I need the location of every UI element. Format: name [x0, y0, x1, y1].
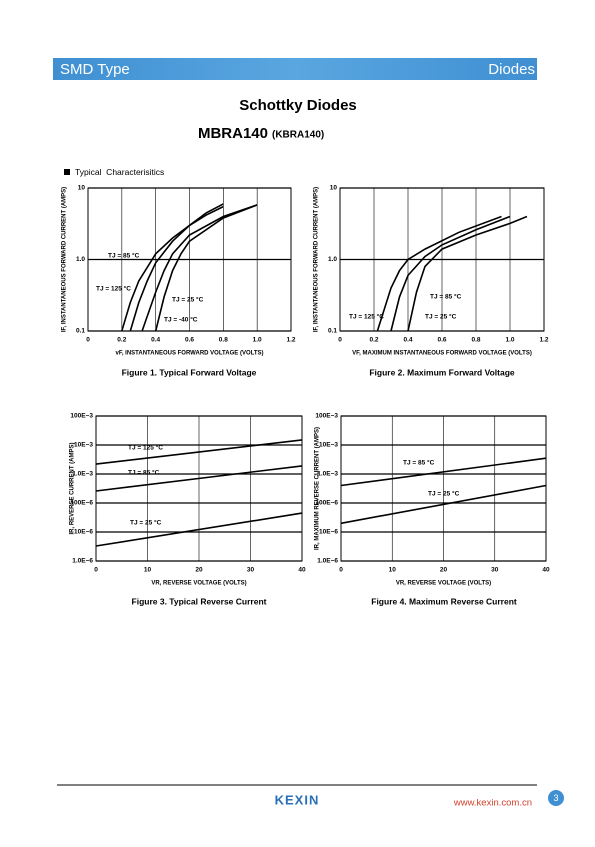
- x-tick-label: 0.8: [471, 337, 480, 344]
- series-label: TJ = 125 °C: [96, 285, 131, 293]
- series-line: [129, 203, 224, 332]
- y-tick-label: 10: [78, 185, 86, 192]
- series-line: [95, 512, 303, 547]
- x-tick-label: 0.8: [219, 337, 228, 344]
- y-axis-label: IR, REVERSE CURRENT (AMPS): [70, 442, 76, 534]
- x-tick-label: 1.2: [286, 337, 295, 344]
- y-tick-label: 100E−3: [315, 413, 338, 420]
- series-line: [95, 439, 303, 465]
- x-tick-label: 0: [94, 567, 98, 574]
- y-tick-label: 10E−6: [319, 529, 338, 536]
- x-tick-label: 30: [247, 567, 255, 574]
- figure-caption: Figure 4. Maximum Reverse Current: [371, 596, 517, 606]
- series-line: [121, 205, 224, 332]
- series-line: [407, 215, 528, 332]
- series-line: [95, 465, 303, 492]
- x-axis-label: VR, REVERSE VOLTAGE (VOLTS): [151, 581, 246, 587]
- x-tick-label: 20: [440, 567, 448, 574]
- y-tick-label: 100E−6: [315, 500, 338, 507]
- section-title: Typical Characterisitics: [75, 167, 164, 177]
- header-right: Diodes: [488, 61, 535, 78]
- x-tick-label: 40: [542, 567, 550, 574]
- bullet: [64, 169, 70, 175]
- page-title: Schottky Diodes: [239, 97, 357, 114]
- series-label: TJ = 85 °C: [108, 252, 140, 260]
- y-axis-label: IF, INSTANTANEOUS FORWARD CURRENT (AMPS): [62, 187, 68, 332]
- series-label: TJ = 85 °C: [128, 469, 160, 477]
- series-label: TJ = 85 °C: [403, 459, 435, 467]
- series-line: [154, 204, 258, 332]
- series-line: [340, 484, 547, 525]
- figure-caption: Figure 3. Typical Reverse Current: [132, 596, 267, 606]
- x-tick-label: 20: [195, 567, 203, 574]
- series-line: [141, 204, 258, 332]
- x-tick-label: 1.0: [253, 337, 262, 344]
- series-label: TJ = 25 °C: [425, 313, 457, 321]
- y-tick-label: 10E−3: [74, 442, 93, 449]
- header-left: SMD Type: [60, 61, 130, 78]
- x-axis-label: VF, MAXIMUM INSTANTANEOUS FORWARD VOLTAG…: [352, 351, 532, 357]
- header-bar: [53, 58, 537, 80]
- x-tick-label: 40: [298, 567, 306, 574]
- series-line: [376, 215, 502, 332]
- y-axis-label: IF, INSTANTANEOUS FORWARD CURRENT (AMPS): [314, 187, 320, 332]
- series-line: [390, 215, 511, 332]
- page-number: 3: [553, 793, 558, 803]
- x-axis-label: vF, INSTANTANEOUS FORWARD VOLTAGE (VOLTS…: [116, 351, 264, 357]
- x-tick-label: 0: [86, 337, 90, 344]
- y-tick-label: 1.0: [76, 256, 85, 263]
- y-tick-label: 1.0E−6: [72, 558, 93, 565]
- x-tick-label: 0.2: [369, 337, 378, 344]
- series-line: [340, 457, 547, 487]
- x-tick-label: 30: [491, 567, 499, 574]
- x-axis-label: VR, REVERSE VOLTAGE (VOLTS): [396, 581, 491, 587]
- x-tick-label: 0.2: [117, 337, 126, 344]
- x-tick-label: 1.0: [505, 337, 514, 344]
- x-tick-label: 0.4: [403, 337, 412, 344]
- footer-brand: KEXIN: [275, 792, 320, 807]
- x-tick-label: 0: [339, 567, 343, 574]
- series-label: TJ = 25 °C: [130, 519, 162, 527]
- x-tick-label: 10: [389, 567, 397, 574]
- x-tick-label: 10: [144, 567, 152, 574]
- x-tick-label: 0.4: [151, 337, 160, 344]
- x-tick-label: 0.6: [437, 337, 446, 344]
- y-tick-label: 10: [330, 185, 338, 192]
- alt-part-number: (KBRA140): [272, 130, 324, 141]
- x-tick-label: 0: [338, 337, 342, 344]
- figure-caption: Figure 1. Typical Forward Voltage: [122, 367, 257, 377]
- series-label: TJ = -40 °C: [164, 316, 198, 324]
- y-tick-label: 100E−3: [70, 413, 93, 420]
- y-axis-label: IR, MAXIMUM REVERSE CURRENT (AMPS): [315, 427, 321, 550]
- y-tick-label: 10E−6: [74, 529, 93, 536]
- x-tick-label: 0.6: [185, 337, 194, 344]
- y-tick-label: 100E−6: [70, 500, 93, 507]
- y-tick-label: 10E−3: [319, 442, 338, 449]
- part-number: MBRA140: [198, 125, 268, 142]
- y-tick-label: 1.0E−6: [317, 558, 338, 565]
- x-tick-label: 1.2: [539, 337, 548, 344]
- y-tick-label: 0.1: [328, 328, 337, 335]
- y-tick-label: 1.0E−3: [72, 471, 93, 478]
- series-label: TJ = 125 °C: [128, 444, 163, 452]
- y-tick-label: 1.0E−3: [317, 471, 338, 478]
- footer-url: www.kexin.com.cn: [453, 798, 532, 809]
- y-tick-label: 1.0: [328, 256, 337, 263]
- page-badge: [548, 790, 564, 806]
- series-label: TJ = 85 °C: [430, 293, 462, 301]
- series-label: TJ = 25 °C: [172, 296, 204, 304]
- series-label: TJ = 125 °C: [349, 313, 384, 321]
- figure-caption: Figure 2. Maximum Forward Voltage: [369, 367, 515, 377]
- y-tick-label: 0.1: [76, 328, 85, 335]
- series-label: TJ = 25 °C: [428, 490, 460, 498]
